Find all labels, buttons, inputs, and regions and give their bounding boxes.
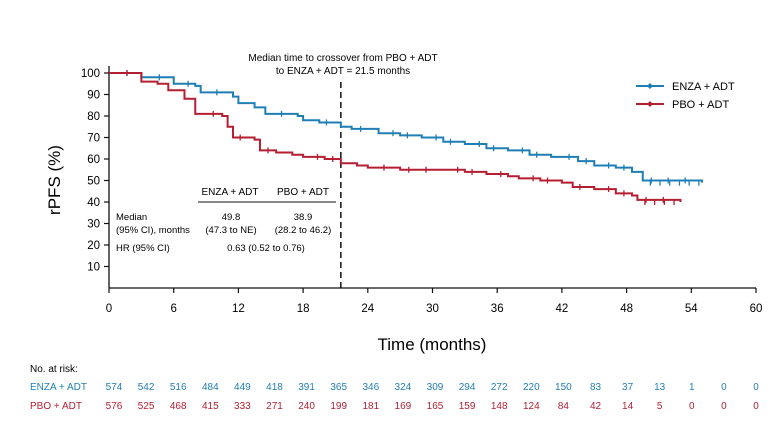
legend: ENZA + ADT PBO + ADT — [636, 81, 735, 111]
y-tick-label: 90 — [87, 90, 100, 102]
at-risk-value: 0 — [689, 401, 695, 412]
at-risk-value: 449 — [234, 382, 251, 393]
at-risk-value: 272 — [491, 382, 508, 393]
median-label: Median — [116, 212, 147, 223]
x-tick-label: 60 — [750, 303, 763, 315]
table-header-pbo: PBO + ADT — [277, 187, 329, 198]
curve-enza — [109, 72, 704, 183]
at-risk-value: 0 — [753, 382, 759, 393]
y-tick-label: 80 — [87, 111, 100, 123]
y-tick-label: 60 — [87, 154, 100, 166]
at-risk-value: 324 — [395, 382, 412, 393]
at-risk-value: 220 — [523, 382, 540, 393]
x-tick-label: 54 — [685, 303, 698, 315]
x-tick-label: 30 — [426, 303, 439, 315]
y-tick-label: 20 — [87, 240, 100, 252]
at-risk-value: 542 — [138, 382, 155, 393]
x-tick-label: 42 — [556, 303, 569, 315]
at-risk-value: 574 — [106, 382, 123, 393]
y-ticks: 10 20 30 40 50 60 70 80 90 100 — [81, 68, 109, 274]
at-risk-value: 516 — [170, 382, 187, 393]
at-risk-value: 169 — [395, 401, 412, 412]
survival-curves — [109, 70, 704, 205]
at-risk-value: 150 — [555, 382, 572, 393]
x-axis-label: Time (months) — [378, 335, 487, 354]
at-risk-value: 0 — [721, 401, 727, 412]
median-pbo: 38.9 — [294, 212, 313, 223]
at-risk-value: 294 — [459, 382, 476, 393]
ci-pbo: (28.2 to 46.2) — [275, 225, 332, 236]
at-risk-values: 574 542 516 484 449 418 391 365 346 324 309 294 272 2… — [106, 382, 760, 412]
at-risk-value: 365 — [330, 382, 347, 393]
annotation-line-1: Median time to crossover from PBO + ADT — [248, 53, 437, 64]
at-risk-value: 42 — [590, 401, 602, 412]
at-risk-title: No. at risk: — [30, 364, 78, 375]
x-tick-label: 48 — [620, 303, 633, 315]
annotation-line-2: to ENZA + ADT = 21.5 months — [276, 66, 410, 77]
y-tick-label: 100 — [81, 68, 100, 80]
curve-pbo — [109, 72, 682, 202]
at-risk-value: 418 — [266, 382, 283, 393]
at-risk-value: 415 — [202, 401, 219, 412]
at-risk-value: 14 — [622, 401, 634, 412]
x-tick-label: 18 — [297, 303, 310, 315]
legend-marker-pbo — [647, 101, 653, 107]
at-risk-value: 309 — [427, 382, 444, 393]
at-risk-value: 525 — [138, 401, 155, 412]
table-header-enza: ENZA + ADT — [202, 187, 259, 198]
at-risk-value: 37 — [622, 382, 634, 393]
y-tick-label: 50 — [87, 176, 100, 188]
y-tick-label: 30 — [87, 219, 100, 231]
at-risk-label-pbo: PBO + ADT — [30, 401, 82, 412]
at-risk-value: 391 — [298, 382, 315, 393]
x-tick-label: 6 — [170, 303, 176, 315]
at-risk-value: 84 — [558, 401, 570, 412]
y-tick-label: 40 — [87, 197, 100, 209]
at-risk-value: 1 — [689, 382, 695, 393]
legend-label-pbo: PBO + ADT — [672, 99, 729, 111]
y-axis-label: rPFS (%) — [45, 145, 64, 215]
hr-label: HR (95% CI) — [116, 243, 170, 254]
hr-value: 0.63 (0.52 to 0.76) — [227, 243, 305, 254]
x-tick-label: 0 — [106, 303, 112, 315]
at-risk-value: 271 — [266, 401, 283, 412]
at-risk-value: 13 — [654, 382, 666, 393]
x-tick-label: 24 — [361, 303, 374, 315]
x-tick-label: 36 — [491, 303, 504, 315]
at-risk-value: 0 — [721, 382, 727, 393]
y-tick-label: 10 — [87, 262, 100, 274]
x-tick-label: 12 — [232, 303, 245, 315]
at-risk-value: 148 — [491, 401, 508, 412]
at-risk-value: 346 — [362, 382, 379, 393]
at-risk-value: 124 — [523, 401, 540, 412]
median-table: ENZA + ADT PBO + ADT Median (95% CI), mo… — [116, 187, 336, 254]
at-risk-value: 199 — [330, 401, 347, 412]
at-risk-value: 240 — [298, 401, 315, 412]
at-risk-label-enza: ENZA + ADT — [30, 382, 87, 393]
at-risk-value: 576 — [106, 401, 123, 412]
at-risk-value: 5 — [657, 401, 663, 412]
at-risk-value: 181 — [362, 401, 379, 412]
legend-marker-enza — [647, 83, 653, 89]
median-enza: 49.8 — [222, 212, 241, 223]
at-risk-value: 333 — [234, 401, 251, 412]
legend-label-enza: ENZA + ADT — [672, 81, 735, 93]
at-risk-value: 484 — [202, 382, 219, 393]
ci-label: (95% CI), months — [116, 225, 190, 236]
at-risk-value: 165 — [427, 401, 444, 412]
at-risk-value: 83 — [590, 382, 602, 393]
at-risk-value: 159 — [459, 401, 476, 412]
ci-enza: (47.3 to NE) — [205, 225, 256, 236]
y-tick-label: 70 — [87, 133, 100, 145]
at-risk-value: 0 — [753, 401, 759, 412]
x-ticks: 0 6 12 18 24 30 36 42 48 54 60 — [106, 288, 763, 315]
at-risk-value: 468 — [170, 401, 187, 412]
